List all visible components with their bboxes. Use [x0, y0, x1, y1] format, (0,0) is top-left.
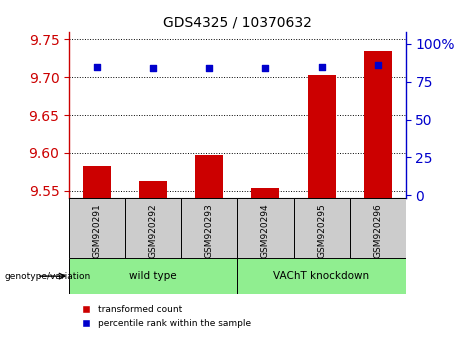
Bar [237, 198, 294, 258]
Point [206, 65, 213, 71]
Bar [349, 198, 406, 258]
Text: GSM920296: GSM920296 [373, 203, 382, 258]
Bar [139, 181, 167, 198]
Text: GSM920295: GSM920295 [317, 203, 326, 258]
Text: GSM920291: GSM920291 [93, 203, 102, 258]
Bar [251, 188, 279, 198]
Point [149, 65, 157, 71]
Text: GSM920294: GSM920294 [261, 203, 270, 258]
Bar [69, 198, 125, 258]
Text: wild type: wild type [130, 271, 177, 281]
Bar [125, 198, 181, 258]
Bar [364, 51, 392, 198]
Bar [69, 258, 237, 294]
Point [374, 62, 381, 68]
Bar [181, 198, 237, 258]
Text: GSM920292: GSM920292 [149, 203, 158, 258]
Legend: transformed count, percentile rank within the sample: transformed count, percentile rank withi… [74, 302, 255, 332]
Title: GDS4325 / 10370632: GDS4325 / 10370632 [163, 15, 312, 29]
Point [262, 65, 269, 71]
Text: genotype/variation: genotype/variation [5, 272, 91, 281]
Point [94, 64, 101, 69]
Bar [307, 75, 336, 198]
Bar [83, 166, 111, 198]
Bar [195, 155, 224, 198]
Point [318, 64, 325, 69]
Bar [294, 198, 349, 258]
Text: GSM920293: GSM920293 [205, 203, 214, 258]
Bar [237, 258, 406, 294]
Text: VAChT knockdown: VAChT knockdown [273, 271, 370, 281]
